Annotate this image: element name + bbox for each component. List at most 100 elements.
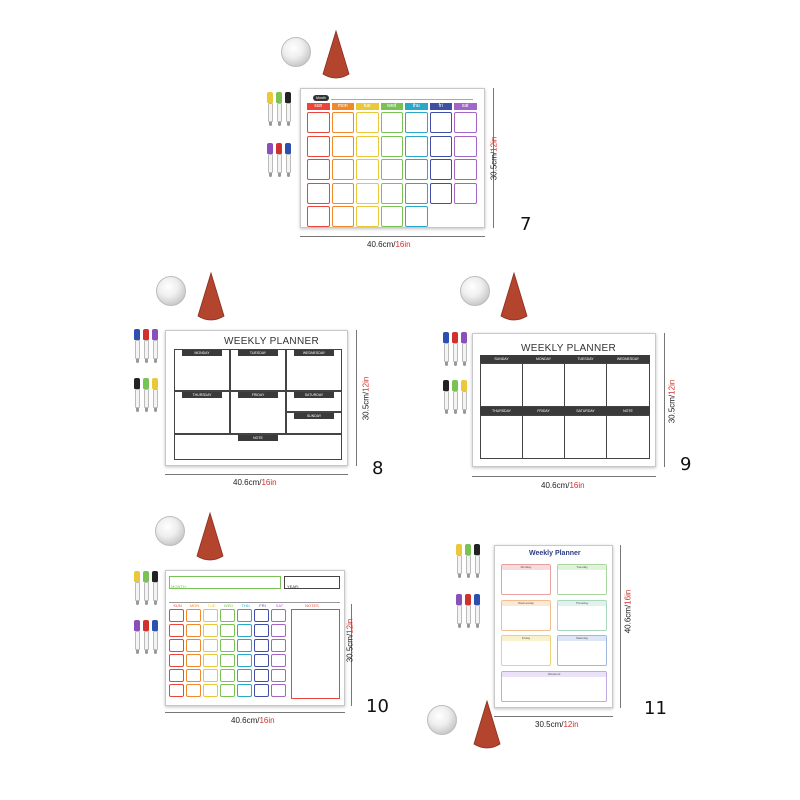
width-dimension-line <box>165 712 345 713</box>
marker-red <box>276 143 282 177</box>
calendar-cell <box>356 135 379 157</box>
height-dimension-line <box>493 88 494 228</box>
marker-red <box>143 620 149 654</box>
calendar-cell <box>186 684 201 697</box>
marker-purple <box>267 143 273 177</box>
calendar-cell <box>307 159 330 180</box>
day-box <box>286 391 342 412</box>
height-dimension-line <box>620 545 621 708</box>
marker-purple <box>456 594 462 628</box>
day-box <box>522 363 565 407</box>
width-label: 40.6cm/16in <box>367 240 411 249</box>
calendar-cell <box>203 624 218 637</box>
day-box <box>480 363 523 407</box>
weekly-planner-board: WEEKLY PLANNER SUNDAY MONDAY TUESDAY WED… <box>472 333 656 467</box>
calendar-cell <box>380 135 403 157</box>
magnet-icon <box>281 37 311 67</box>
calendar-cell <box>429 112 452 133</box>
day-box <box>522 415 565 459</box>
day-header-wed: WED <box>223 603 234 608</box>
marker-red <box>465 594 471 628</box>
magnet-icon <box>155 516 185 546</box>
calendar-cell <box>307 182 330 204</box>
calendar-cell <box>356 182 379 204</box>
width-label: 40.6cm/16in <box>233 478 277 487</box>
calendar-cell <box>429 182 452 204</box>
calendar-cell <box>271 624 286 637</box>
product-number: 8 <box>372 458 384 479</box>
calendar-cell <box>271 654 286 667</box>
eraser-icon <box>321 30 351 82</box>
day-header-thu: thu <box>405 103 428 110</box>
marker-blue <box>134 329 140 363</box>
day-box <box>174 391 230 434</box>
weekly-planner-board: WEEKLY PLANNER MONDAY TUESDAY WEDNESDAY … <box>165 330 348 466</box>
marker-purple <box>152 329 158 363</box>
day-header-mon: mon <box>331 103 354 110</box>
day-label: TUESDAY <box>577 357 594 361</box>
marker-red <box>452 332 458 366</box>
width-dimension-line <box>165 474 348 475</box>
notes-box <box>291 609 340 699</box>
calendar-cell <box>429 135 452 157</box>
calendar-cell <box>331 112 354 133</box>
notes-label: NOTE <box>623 409 633 413</box>
calendar-cell <box>380 206 403 227</box>
calendar-cell <box>186 654 201 667</box>
calendar-cell <box>405 159 428 180</box>
marker-green <box>452 380 458 414</box>
marker-black <box>285 92 291 126</box>
day-header-mon: MON <box>189 603 200 608</box>
month-line <box>331 99 473 100</box>
calendar-cell <box>254 669 269 682</box>
calendar-cell <box>454 182 477 204</box>
calendar-cell <box>203 654 218 667</box>
product-number: 11 <box>644 698 667 719</box>
day-header-tue: TUE <box>207 603 216 608</box>
calendar-cell <box>429 159 452 180</box>
magnet-icon <box>460 276 490 306</box>
day-box <box>286 349 342 391</box>
calendar-cell <box>237 669 252 682</box>
calendar-cell <box>169 669 184 682</box>
marker-blue <box>285 143 291 177</box>
header-bar <box>480 407 650 415</box>
calendar-cell <box>220 624 235 637</box>
day-header-fri: FRI <box>259 603 266 608</box>
day-header-thu: THU <box>241 603 250 608</box>
calendar-cell <box>237 654 252 667</box>
calendar-cell <box>203 684 218 697</box>
calendar-cell <box>454 135 477 157</box>
calendar-cell <box>271 684 286 697</box>
notes-label: NOTES <box>305 603 319 608</box>
calendar-cell <box>356 159 379 180</box>
day-label: THURSDAY <box>182 392 222 398</box>
width-dimension-line <box>494 716 613 717</box>
marker-blue <box>443 332 449 366</box>
notes-label: NOTE <box>238 435 278 441</box>
calendar-cell <box>220 639 235 652</box>
day-label: SUNDAY <box>294 413 334 419</box>
day-label: TUESDAY <box>238 350 278 356</box>
day-box <box>564 363 607 407</box>
calendar-cell <box>169 639 184 652</box>
calendar-cell <box>405 182 428 204</box>
calendar-cell <box>237 639 252 652</box>
calendar-cell <box>331 159 354 180</box>
calendar-cell <box>454 159 477 180</box>
calendar-cell <box>220 609 235 622</box>
marker-black <box>443 380 449 414</box>
marker-purple <box>134 620 140 654</box>
divider <box>169 602 340 603</box>
marker-green <box>465 544 471 578</box>
calendar-cell <box>203 639 218 652</box>
calendar-cell <box>169 654 184 667</box>
calendar-cell <box>186 624 201 637</box>
day-label: WEDNESDAY <box>294 350 334 356</box>
day-header-sat: sat <box>454 103 477 110</box>
calendar-cell <box>220 654 235 667</box>
calendar-cell <box>307 112 330 133</box>
width-dimension-line <box>300 236 485 237</box>
marker-black <box>134 378 140 412</box>
day-box <box>480 415 523 459</box>
